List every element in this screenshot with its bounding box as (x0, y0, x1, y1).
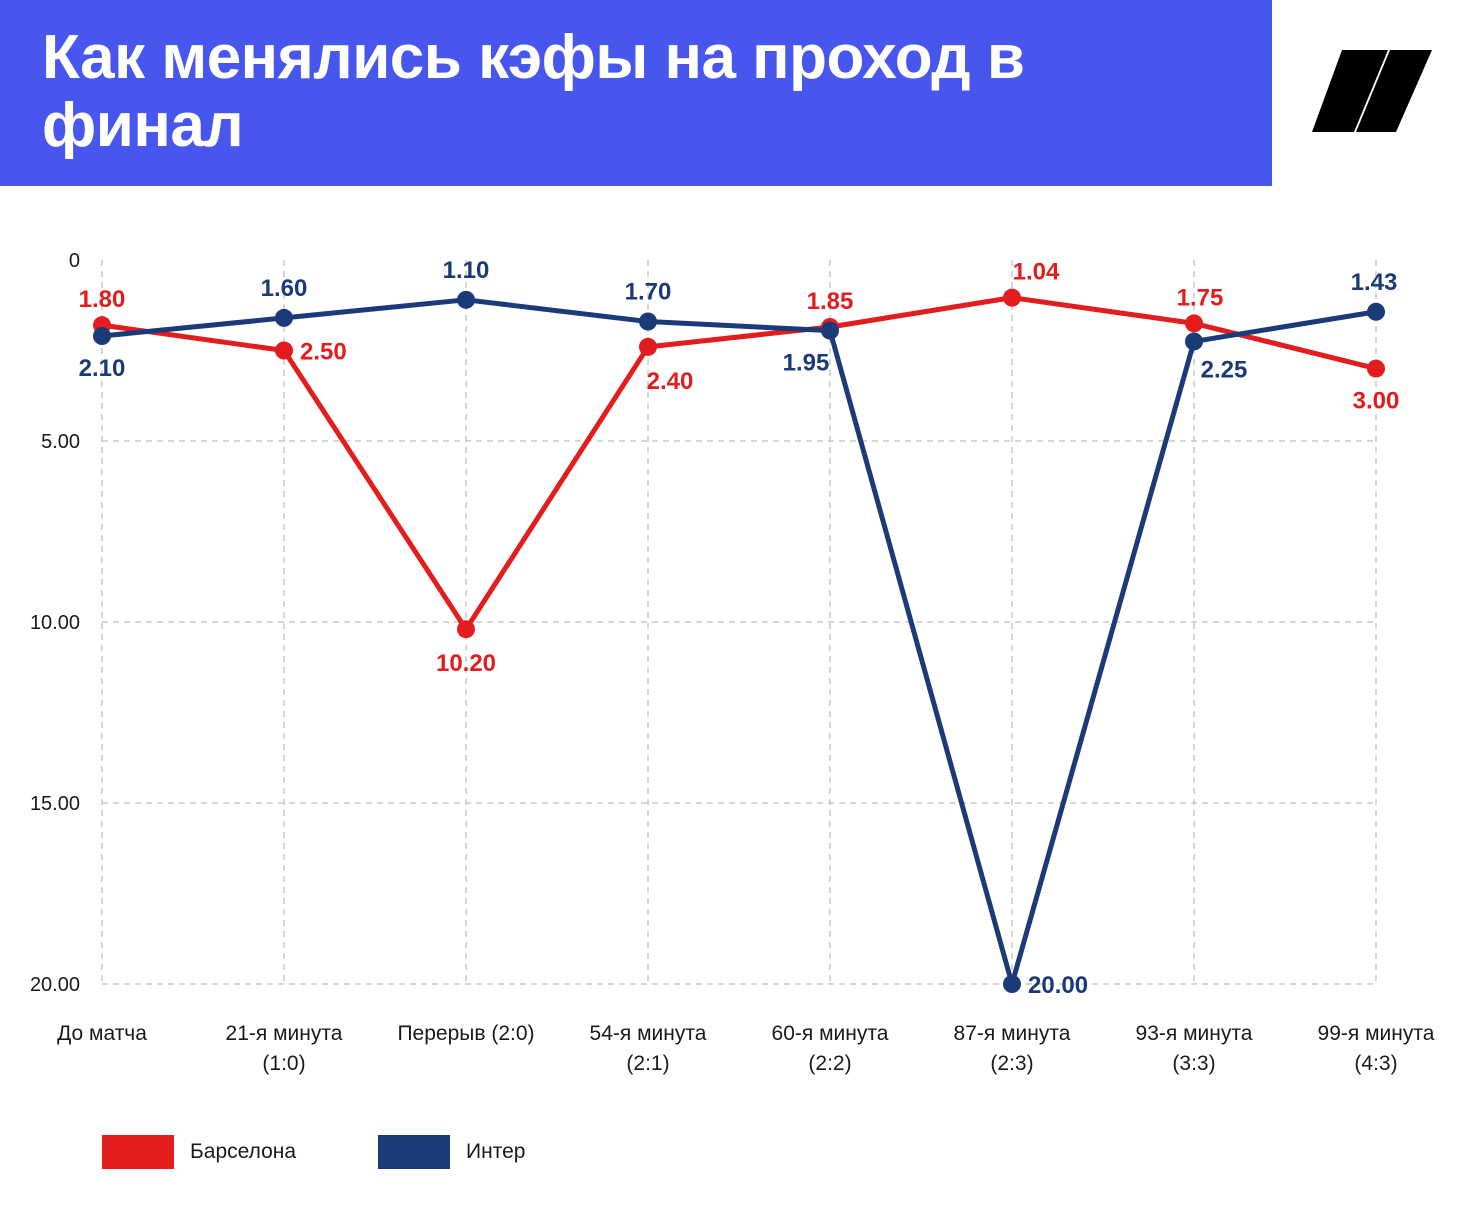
data-point-barcelona (639, 337, 657, 356)
data-label-inter: 1.70 (625, 279, 672, 306)
data-point-barcelona (1185, 314, 1203, 333)
x-category-label: (3:3) (1172, 1052, 1215, 1075)
data-label-barcelona: 3.00 (1353, 388, 1400, 415)
header-banner: Как менялись кэфы на проход в финал (0, 0, 1272, 186)
x-category-label: 54-я минута (590, 1022, 707, 1045)
x-category-label: 87-я минута (954, 1022, 1071, 1045)
x-category-label: 21-я минута (226, 1022, 343, 1045)
data-label-barcelona: 2.40 (647, 368, 694, 395)
data-label-barcelona: 1.04 (1013, 259, 1060, 286)
data-point-barcelona (275, 341, 293, 360)
data-point-inter (457, 290, 475, 309)
x-category-label: 93-я минута (1136, 1022, 1253, 1045)
x-category-label: 99-я минута (1318, 1022, 1435, 1045)
data-point-inter (821, 321, 839, 340)
y-tick-label: 0 (69, 250, 80, 272)
series-line-barcelona (101, 295, 1377, 632)
data-label-inter: 2.25 (1201, 356, 1248, 383)
page-title: Как менялись кэфы на проход в финал (42, 23, 1025, 160)
data-labels: 1.80 2.50 10.20 2.40 1.85 1.04 1.75 3.00 2.10 1.6… (79, 257, 1400, 999)
legend-item-inter: Интер (378, 1134, 525, 1170)
y-tick-label: 20.00 (30, 974, 80, 996)
legend-swatch-barcelona (102, 1135, 174, 1169)
legend-item-barcelona: Барселона (102, 1134, 296, 1170)
x-category-label: 60-я минута (772, 1022, 889, 1045)
x-category-label: Перерыв (2:0) (397, 1022, 534, 1045)
data-point-inter (275, 308, 293, 327)
data-label-barcelona: 1.80 (79, 286, 126, 313)
x-category-label: (4:3) (1354, 1052, 1397, 1075)
data-point-barcelona (457, 620, 475, 639)
data-label-barcelona: 2.50 (300, 339, 347, 366)
x-axis-categories: До матча 21-я минута (1:0) Перерыв (2:0) 54-… (57, 1022, 1435, 1075)
x-category-label: (1:0) (262, 1052, 305, 1075)
data-point-barcelona (1003, 288, 1021, 307)
slash-logo-icon (1312, 50, 1432, 132)
data-label-inter: 1.95 (783, 350, 830, 377)
x-category-label: До матча (57, 1022, 147, 1045)
series-line-inter (101, 297, 1377, 987)
x-category-label: (2:1) (626, 1052, 669, 1075)
data-label-inter: 1.43 (1351, 269, 1398, 296)
data-label-inter: 20.00 (1028, 972, 1088, 999)
data-label-inter: 1.60 (261, 275, 308, 302)
data-label-barcelona: 1.85 (807, 288, 854, 315)
x-category-label: (2:2) (808, 1052, 851, 1075)
series-layer (93, 288, 1385, 993)
legend-label-barcelona: Барселона (190, 1140, 297, 1163)
data-point-inter (93, 327, 111, 346)
data-point-barcelona (1367, 359, 1385, 378)
legend-label-inter: Интер (466, 1140, 526, 1163)
data-point-inter (1003, 975, 1021, 993)
data-point-inter (639, 312, 657, 331)
y-tick-label: 5.00 (41, 431, 80, 453)
data-point-inter (1185, 332, 1203, 351)
y-tick-label: 10.00 (30, 612, 80, 634)
y-axis-ticks: 0 5.00 10.00 15.00 20.00 (30, 250, 80, 996)
y-tick-label: 15.00 (30, 793, 80, 815)
legend-swatch-inter (378, 1135, 450, 1169)
x-category-label: (2:3) (990, 1052, 1033, 1075)
data-label-barcelona: 10.20 (436, 650, 496, 677)
data-point-inter (1367, 302, 1385, 321)
data-label-barcelona: 1.75 (1177, 284, 1224, 311)
data-label-inter: 2.10 (79, 355, 126, 382)
data-label-inter: 1.10 (443, 257, 490, 284)
